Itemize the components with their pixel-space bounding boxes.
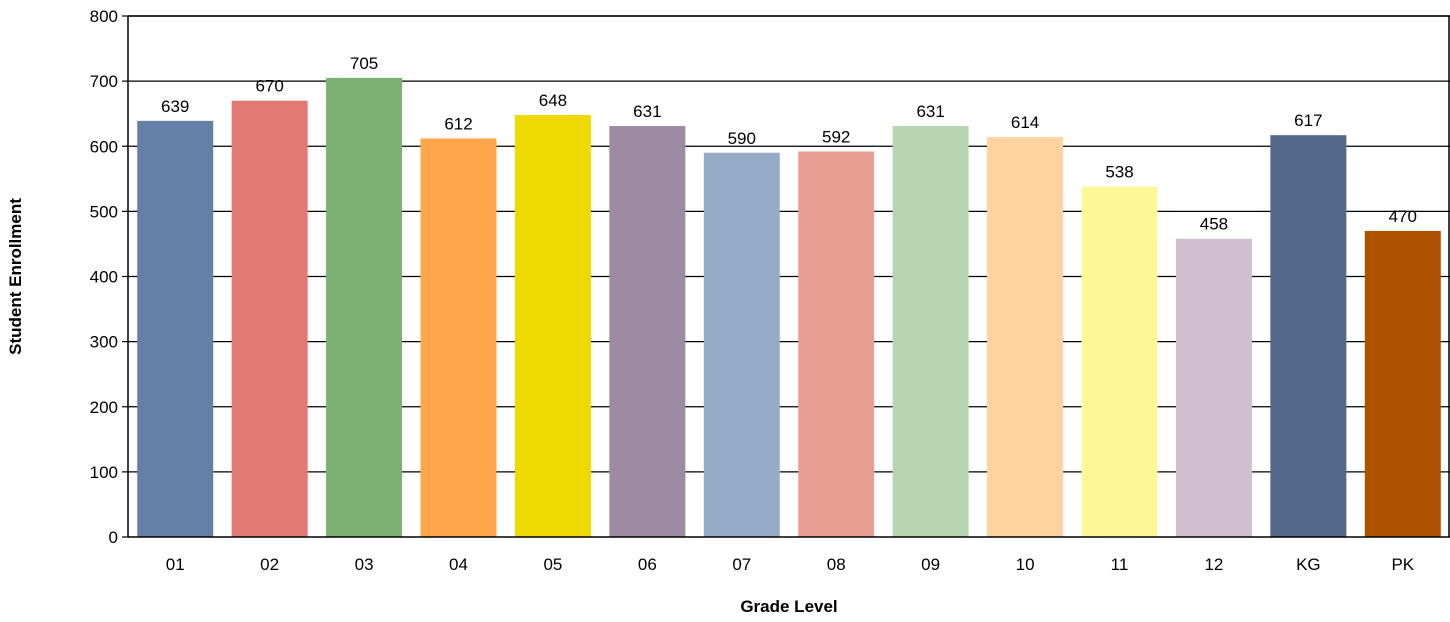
- x-tick-label: 10: [1016, 555, 1035, 574]
- y-tick-label: 500: [90, 202, 118, 221]
- bar-value-label: 648: [539, 91, 567, 110]
- bar: [703, 152, 780, 537]
- bar-value-label: 612: [444, 114, 472, 133]
- x-tick-label: 11: [1111, 555, 1129, 574]
- bar-value-label: 631: [916, 102, 944, 121]
- y-tick-label: 600: [90, 137, 118, 156]
- y-tick-label: 200: [90, 398, 118, 417]
- x-tick-label: KG: [1296, 555, 1321, 574]
- y-tick-label: 700: [90, 72, 118, 91]
- y-tick-label: 100: [90, 463, 118, 482]
- bar-value-label: 705: [350, 54, 378, 73]
- x-tick-label: PK: [1391, 555, 1414, 574]
- data-labels: 639 670 705 612 648 631 590 592 631 614 538 458 617 4…: [161, 54, 1417, 234]
- y-tick-label: 400: [90, 268, 118, 287]
- bar: [326, 77, 403, 538]
- x-tick-label: 01: [166, 555, 185, 574]
- bar-value-label: 631: [633, 102, 661, 121]
- x-tick-label: 06: [638, 555, 657, 574]
- x-tick-label: 09: [921, 555, 940, 574]
- x-tick-label: 08: [827, 555, 846, 574]
- y-tick-label: 800: [90, 7, 118, 26]
- bar: [798, 151, 875, 537]
- x-tick-label: 03: [355, 555, 374, 574]
- bar: [1175, 238, 1252, 538]
- bar: [231, 100, 308, 537]
- x-tick-label: 05: [543, 555, 562, 574]
- bar: [609, 126, 686, 537]
- bar-value-label: 617: [1294, 111, 1322, 130]
- x-tick-label: 07: [732, 555, 751, 574]
- bar: [514, 114, 591, 538]
- bar-value-label: 470: [1389, 207, 1417, 226]
- bar: [1081, 186, 1158, 537]
- bar: [420, 138, 497, 537]
- bar-value-label: 458: [1200, 215, 1228, 234]
- x-tick-label: 12: [1204, 555, 1223, 574]
- y-tick-label: 300: [90, 333, 118, 352]
- bar-value-label: 639: [161, 97, 189, 116]
- bar: [892, 126, 969, 537]
- y-axis-title: Student Enrollment: [6, 198, 25, 355]
- x-tick-label: 02: [260, 555, 279, 574]
- y-tick-label: 0: [109, 528, 118, 547]
- bar: [987, 137, 1064, 537]
- bar-value-label: 670: [255, 77, 283, 96]
- bar-value-label: 538: [1105, 163, 1133, 182]
- bar: [1364, 230, 1441, 537]
- bar: [137, 120, 214, 537]
- x-tick-label: 04: [449, 555, 468, 574]
- bar: [1270, 135, 1347, 537]
- bar-value-label: 592: [822, 127, 850, 146]
- bar-value-label: 590: [728, 129, 756, 148]
- axes: 0 100 200 300 400 500 600 700 800 01 02 03 04 05 06 07 0…: [90, 7, 1450, 574]
- bars: [137, 77, 1441, 538]
- x-axis-title: Grade Level: [740, 597, 837, 616]
- bar-value-label: 614: [1011, 113, 1039, 132]
